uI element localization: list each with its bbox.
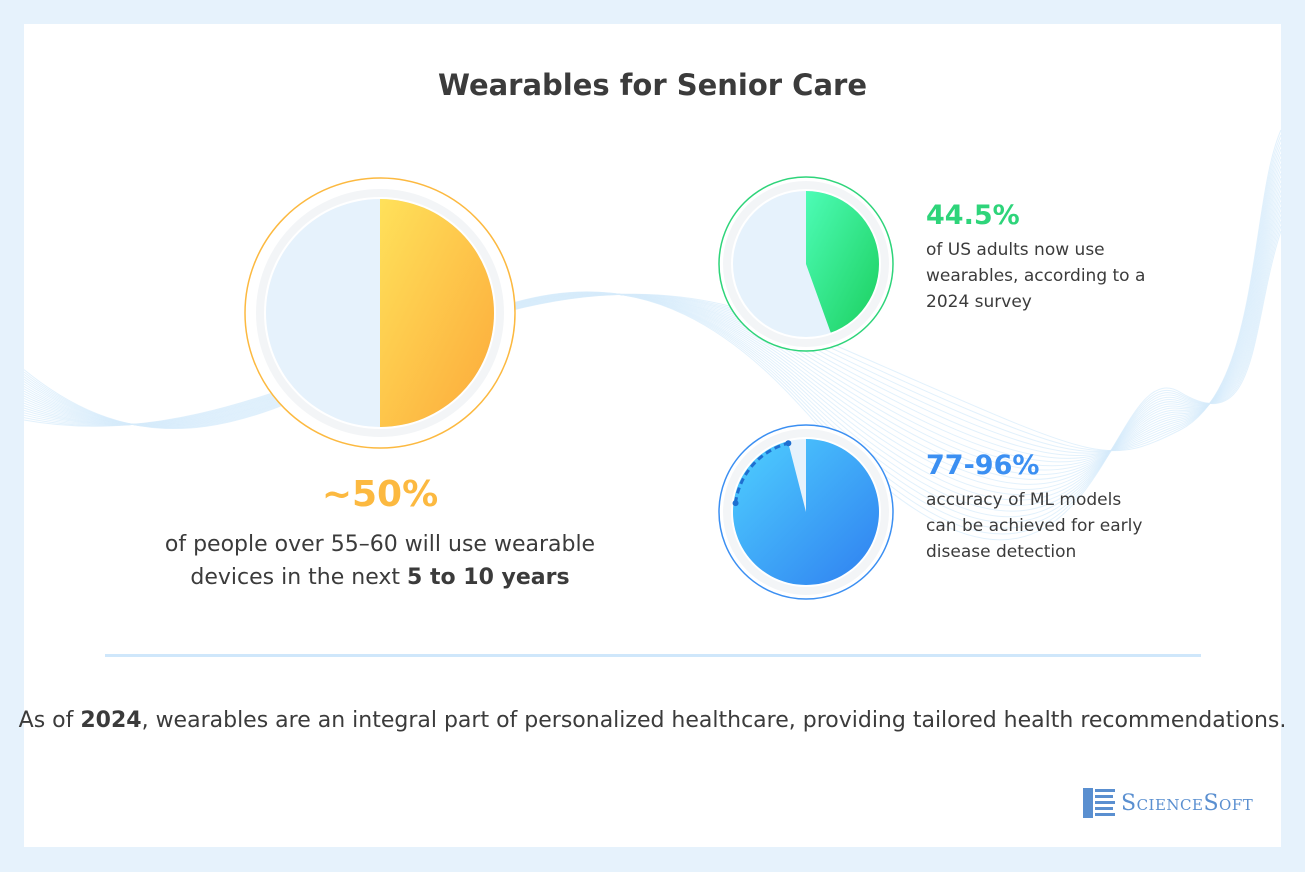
pie-filled-slice [380,199,494,427]
adults-stat-desc: of US adults now use wearables, accordin… [926,240,1146,312]
range-end-dot [785,440,792,447]
pie-shadow [256,189,504,437]
big-stat-desc: of people over 55–60 will use wearable d… [0,528,760,594]
big-stat-line1: of people over 55–60 will use wearable [164,532,596,557]
pie-shadow [723,429,889,595]
pie-shadow [723,181,889,347]
big-stat-line2: devices in the next 5 to 10 years [0,561,760,594]
ml-stat-value: 77-96% [926,450,1040,481]
ml-stat: 77-96% accuracy of ML models can be achi… [926,450,1156,565]
card [24,24,1281,847]
big-stat-line2-bold: 5 to 10 years [407,565,570,590]
adults-stat: 44.5% of US adults now use wearables, ac… [926,200,1156,315]
range-start-dot [732,500,739,507]
logo-text: ScienceSoft [1121,790,1254,816]
footer-post: , wearables are an integral part of pers… [141,708,1287,733]
big-stat-value: ~50% [321,474,439,515]
sciencesoft-logo: ScienceSoft [1083,788,1253,818]
footer-pre: As of [18,708,81,733]
footer-year: 2024 [80,708,142,733]
ml-stat-desc: accuracy of ML models can be achieved fo… [926,490,1143,562]
page-title: Wearables for Senior Care [437,68,867,102]
pie-filled-slice [733,439,879,585]
pie-filled-slice [806,191,879,333]
footer-text: As of 2024, wearables are an integral pa… [0,703,1305,738]
adults-stat-value: 44.5% [926,200,1020,231]
logo-icon [1083,788,1115,818]
big-stat-line2-text: devices in the next [190,565,407,590]
divider [105,654,1201,657]
range-arc [734,441,789,504]
